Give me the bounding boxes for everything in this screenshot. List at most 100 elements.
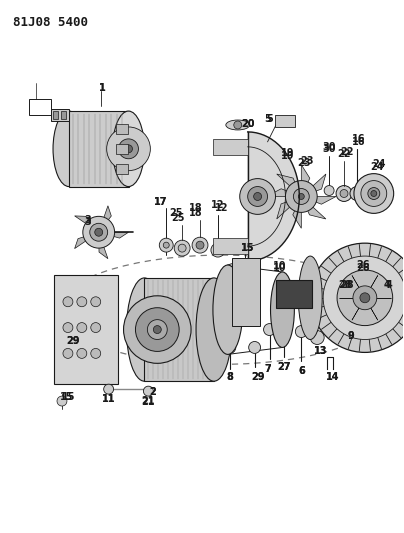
Text: 3: 3 <box>84 215 91 225</box>
Text: 5: 5 <box>264 114 271 124</box>
Polygon shape <box>248 132 299 261</box>
Polygon shape <box>301 197 336 204</box>
Bar <box>276 280 312 308</box>
Text: 28: 28 <box>338 280 352 290</box>
Circle shape <box>254 192 261 200</box>
Circle shape <box>359 311 369 321</box>
Text: 17: 17 <box>154 197 167 207</box>
Circle shape <box>107 127 150 171</box>
Circle shape <box>224 342 236 353</box>
Text: 18: 18 <box>189 204 203 213</box>
Bar <box>116 164 128 174</box>
Text: 30: 30 <box>322 144 336 154</box>
Circle shape <box>342 299 356 313</box>
Text: 25: 25 <box>169 208 183 219</box>
Polygon shape <box>365 276 378 298</box>
Circle shape <box>124 296 191 364</box>
Polygon shape <box>99 232 128 238</box>
Circle shape <box>90 223 107 241</box>
Text: 28: 28 <box>340 280 354 290</box>
Text: 8: 8 <box>226 372 233 382</box>
Text: 15: 15 <box>241 243 255 253</box>
Bar <box>232 258 260 326</box>
Circle shape <box>298 193 304 199</box>
Text: 6: 6 <box>298 366 305 376</box>
Text: 30: 30 <box>322 142 336 152</box>
Bar <box>69 111 128 187</box>
Circle shape <box>293 189 309 205</box>
Circle shape <box>178 244 186 252</box>
Bar <box>116 144 128 154</box>
Text: 11: 11 <box>102 394 116 404</box>
Text: 12: 12 <box>211 200 225 211</box>
Circle shape <box>371 190 377 197</box>
Circle shape <box>119 139 139 159</box>
Polygon shape <box>75 232 99 248</box>
Text: 26: 26 <box>356 260 370 270</box>
Ellipse shape <box>226 120 250 130</box>
Text: 7: 7 <box>264 364 271 374</box>
Bar <box>276 115 295 127</box>
Circle shape <box>310 243 404 352</box>
Text: 29: 29 <box>66 336 80 346</box>
Text: 23: 23 <box>301 156 314 166</box>
Circle shape <box>211 243 225 257</box>
Circle shape <box>135 308 179 351</box>
Circle shape <box>353 286 377 310</box>
Ellipse shape <box>196 278 232 381</box>
Bar <box>144 278 214 381</box>
Text: 23: 23 <box>297 158 311 168</box>
Text: 18: 18 <box>189 208 203 219</box>
Text: 19: 19 <box>281 148 294 158</box>
Bar <box>53 111 58 119</box>
Circle shape <box>337 270 393 326</box>
Circle shape <box>278 324 290 335</box>
Circle shape <box>83 216 115 248</box>
Polygon shape <box>75 216 99 232</box>
Text: 13: 13 <box>314 346 328 357</box>
Circle shape <box>124 145 133 153</box>
Polygon shape <box>301 174 326 197</box>
Ellipse shape <box>271 272 295 348</box>
Circle shape <box>104 384 114 394</box>
Text: 1: 1 <box>99 83 106 93</box>
Polygon shape <box>277 174 301 197</box>
Text: 21: 21 <box>142 396 155 406</box>
Text: 13: 13 <box>314 346 328 357</box>
Circle shape <box>368 188 380 199</box>
Text: 29: 29 <box>251 372 264 382</box>
Text: 20: 20 <box>241 119 255 129</box>
Text: 15: 15 <box>62 392 76 402</box>
Polygon shape <box>99 206 112 232</box>
Bar <box>213 139 248 155</box>
Circle shape <box>91 297 101 306</box>
Circle shape <box>360 293 370 303</box>
Bar <box>51 109 69 121</box>
Text: 29: 29 <box>251 372 264 382</box>
Text: 11: 11 <box>102 394 116 404</box>
Ellipse shape <box>113 111 144 187</box>
Text: 16: 16 <box>352 134 366 144</box>
Circle shape <box>77 322 87 333</box>
Circle shape <box>310 330 324 344</box>
Text: 24: 24 <box>370 161 383 172</box>
Bar <box>116 124 128 134</box>
Circle shape <box>77 297 87 306</box>
Text: 24: 24 <box>372 159 385 169</box>
Polygon shape <box>301 197 326 219</box>
Text: 9: 9 <box>347 330 354 341</box>
Text: 5: 5 <box>266 114 273 124</box>
Text: 29: 29 <box>66 336 80 346</box>
Circle shape <box>63 349 73 358</box>
Text: 14: 14 <box>326 372 340 382</box>
Ellipse shape <box>126 278 162 381</box>
Text: 4: 4 <box>383 280 390 290</box>
Polygon shape <box>99 232 108 259</box>
Polygon shape <box>301 165 310 197</box>
Circle shape <box>354 174 393 213</box>
Polygon shape <box>365 298 378 320</box>
Circle shape <box>234 264 242 272</box>
Text: 9: 9 <box>347 330 354 341</box>
Text: 2: 2 <box>149 387 156 397</box>
Circle shape <box>285 181 317 212</box>
